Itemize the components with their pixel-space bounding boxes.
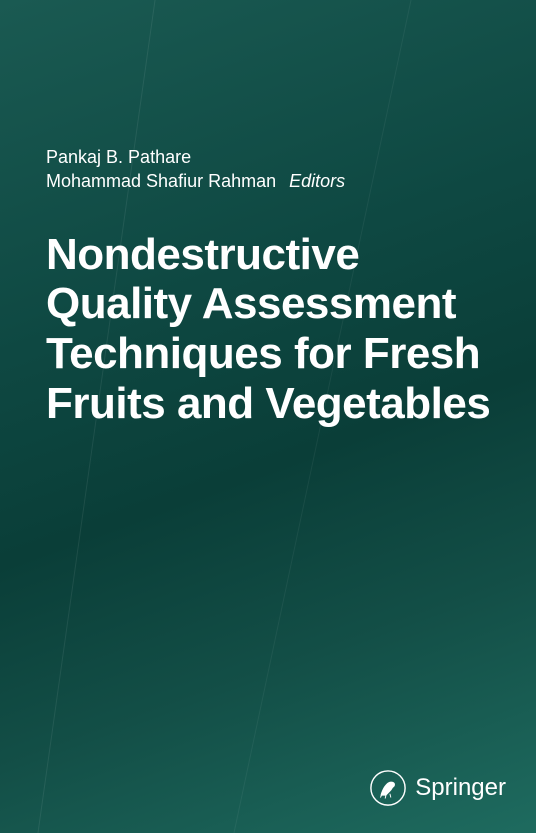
- author-name-1: Pankaj B. Pathare: [46, 145, 536, 169]
- author-name-2: Mohammad Shafiur Rahman Editors: [46, 169, 536, 193]
- book-cover: Pankaj B. Pathare Mohammad Shafiur Rahma…: [0, 0, 536, 833]
- authors-block: Pankaj B. Pathare Mohammad Shafiur Rahma…: [46, 145, 536, 194]
- author-2-text: Mohammad Shafiur Rahman: [46, 171, 276, 191]
- publisher-block: Springer: [369, 769, 506, 807]
- editors-label: Editors: [289, 171, 345, 191]
- springer-horse-icon: [369, 769, 407, 807]
- publisher-name: Springer: [415, 774, 506, 802]
- book-title: Nondestructive Quality Assessment Techni…: [46, 230, 496, 429]
